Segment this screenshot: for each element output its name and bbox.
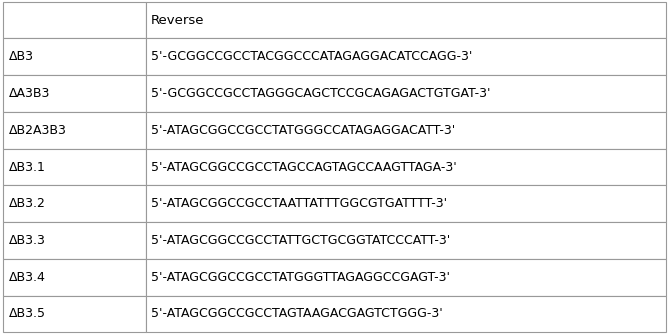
Bar bbox=[146, 38, 666, 75]
Bar bbox=[146, 2, 666, 38]
Bar bbox=[3, 75, 146, 112]
Text: ΔB3.4: ΔB3.4 bbox=[9, 271, 45, 284]
Text: ΔB3.1: ΔB3.1 bbox=[9, 161, 45, 173]
Text: Reverse: Reverse bbox=[151, 14, 205, 26]
Bar bbox=[146, 149, 666, 185]
Text: 5'-GCGGCCGCCTACGGCCCATAGAGGACATCCAGG-3': 5'-GCGGCCGCCTACGGCCCATAGAGGACATCCAGG-3' bbox=[151, 50, 472, 63]
Text: 5'-ATAGCGGCCGCCTAGTAAGACGAGTCTGGG-3': 5'-ATAGCGGCCGCCTAGTAAGACGAGTCTGGG-3' bbox=[151, 308, 443, 320]
Bar bbox=[146, 222, 666, 259]
Text: 5'-ATAGCGGCCGCCTAATTATTTGGCGTGATTTT-3': 5'-ATAGCGGCCGCCTAATTATTTGGCGTGATTTT-3' bbox=[151, 197, 447, 210]
Text: ΔB3.3: ΔB3.3 bbox=[9, 234, 45, 247]
Text: ΔB3.5: ΔB3.5 bbox=[9, 308, 45, 320]
Bar bbox=[146, 75, 666, 112]
Bar bbox=[3, 185, 146, 222]
Text: 5'-GCGGCCGCCTAGGGCAGCTCCGCAGAGACTGTGAT-3': 5'-GCGGCCGCCTAGGGCAGCTCCGCAGAGACTGTGAT-3… bbox=[151, 87, 490, 100]
Text: ΔA3B3: ΔA3B3 bbox=[9, 87, 50, 100]
Bar bbox=[146, 296, 666, 332]
Bar bbox=[3, 2, 146, 38]
Bar bbox=[3, 149, 146, 185]
Bar bbox=[146, 259, 666, 296]
Bar bbox=[3, 259, 146, 296]
Text: 5'-ATAGCGGCCGCCTATTGCTGCGGTATCCCATT-3': 5'-ATAGCGGCCGCCTATTGCTGCGGTATCCCATT-3' bbox=[151, 234, 450, 247]
Text: ΔB3.2: ΔB3.2 bbox=[9, 197, 45, 210]
Text: 5'-ATAGCGGCCGCCTATGGGCCATAGAGGACATT-3': 5'-ATAGCGGCCGCCTATGGGCCATAGAGGACATT-3' bbox=[151, 124, 456, 137]
Bar bbox=[3, 222, 146, 259]
Bar bbox=[146, 185, 666, 222]
Bar bbox=[3, 38, 146, 75]
Text: ΔB2A3B3: ΔB2A3B3 bbox=[9, 124, 67, 137]
Text: 5'-ATAGCGGCCGCCTAGCCAGTAGCCAAGTTAGA-3': 5'-ATAGCGGCCGCCTAGCCAGTAGCCAAGTTAGA-3' bbox=[151, 161, 457, 173]
Bar bbox=[3, 112, 146, 149]
Bar bbox=[146, 112, 666, 149]
Bar bbox=[3, 296, 146, 332]
Text: 5'-ATAGCGGCCGCCTATGGGTTAGAGGCCGAGT-3': 5'-ATAGCGGCCGCCTATGGGTTAGAGGCCGAGT-3' bbox=[151, 271, 450, 284]
Text: ΔB3: ΔB3 bbox=[9, 50, 33, 63]
